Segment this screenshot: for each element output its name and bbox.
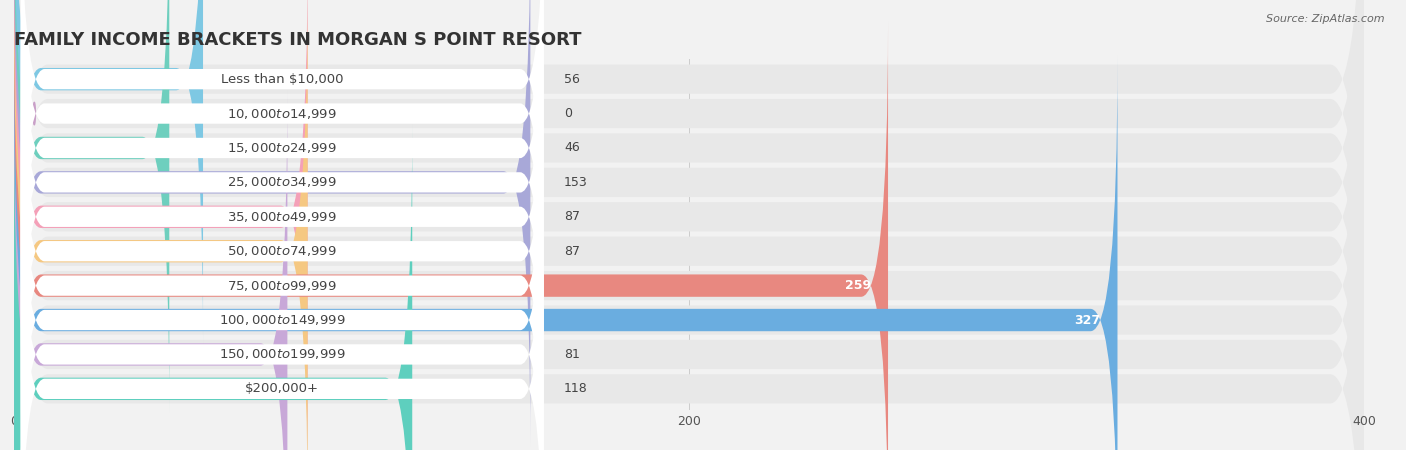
FancyBboxPatch shape <box>14 25 1364 450</box>
Text: $100,000 to $149,999: $100,000 to $149,999 <box>219 313 346 327</box>
FancyBboxPatch shape <box>21 0 544 344</box>
Text: Less than $10,000: Less than $10,000 <box>221 72 343 86</box>
Text: 87: 87 <box>564 245 581 258</box>
FancyBboxPatch shape <box>14 0 1364 450</box>
Text: $150,000 to $199,999: $150,000 to $199,999 <box>219 347 346 361</box>
Text: $50,000 to $74,999: $50,000 to $74,999 <box>228 244 337 258</box>
FancyBboxPatch shape <box>14 0 530 446</box>
Text: Source: ZipAtlas.com: Source: ZipAtlas.com <box>1267 14 1385 23</box>
FancyBboxPatch shape <box>21 0 544 413</box>
Text: 118: 118 <box>564 382 588 396</box>
FancyBboxPatch shape <box>14 0 1364 450</box>
FancyBboxPatch shape <box>14 0 1364 450</box>
Text: $200,000+: $200,000+ <box>245 382 319 396</box>
Text: $75,000 to $99,999: $75,000 to $99,999 <box>228 279 337 292</box>
Circle shape <box>34 103 35 125</box>
FancyBboxPatch shape <box>14 0 1364 450</box>
FancyBboxPatch shape <box>14 125 412 450</box>
FancyBboxPatch shape <box>21 124 544 450</box>
Text: $35,000 to $49,999: $35,000 to $49,999 <box>228 210 337 224</box>
FancyBboxPatch shape <box>21 158 544 450</box>
FancyBboxPatch shape <box>14 0 308 450</box>
FancyBboxPatch shape <box>14 0 169 412</box>
Text: 327: 327 <box>1074 314 1101 327</box>
FancyBboxPatch shape <box>14 90 287 450</box>
FancyBboxPatch shape <box>21 55 544 450</box>
FancyBboxPatch shape <box>14 59 1364 450</box>
FancyBboxPatch shape <box>14 0 202 343</box>
FancyBboxPatch shape <box>14 0 308 450</box>
Text: 153: 153 <box>564 176 588 189</box>
FancyBboxPatch shape <box>21 89 544 450</box>
Text: 81: 81 <box>564 348 579 361</box>
Text: $10,000 to $14,999: $10,000 to $14,999 <box>228 107 337 121</box>
Text: 259: 259 <box>845 279 872 292</box>
FancyBboxPatch shape <box>14 0 1364 409</box>
Text: 46: 46 <box>564 141 579 154</box>
FancyBboxPatch shape <box>21 0 544 310</box>
FancyBboxPatch shape <box>14 22 889 450</box>
FancyBboxPatch shape <box>14 0 1364 450</box>
Text: 56: 56 <box>564 72 579 86</box>
Text: FAMILY INCOME BRACKETS IN MORGAN S POINT RESORT: FAMILY INCOME BRACKETS IN MORGAN S POINT… <box>14 31 582 49</box>
Text: 0: 0 <box>564 107 572 120</box>
FancyBboxPatch shape <box>21 0 544 447</box>
Text: $25,000 to $34,999: $25,000 to $34,999 <box>228 176 337 189</box>
FancyBboxPatch shape <box>14 0 1364 443</box>
FancyBboxPatch shape <box>14 0 1364 450</box>
FancyBboxPatch shape <box>21 21 544 450</box>
Text: 87: 87 <box>564 210 581 223</box>
FancyBboxPatch shape <box>14 56 1118 450</box>
Text: $15,000 to $24,999: $15,000 to $24,999 <box>228 141 337 155</box>
FancyBboxPatch shape <box>21 0 544 379</box>
